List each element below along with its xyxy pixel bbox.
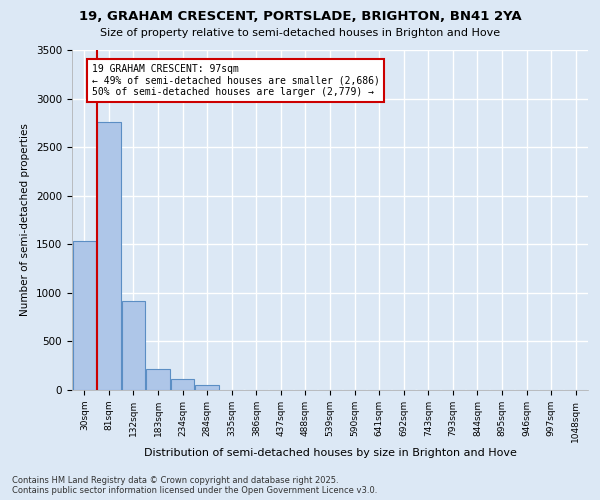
Bar <box>146 369 170 390</box>
Bar <box>73 242 96 390</box>
Bar <box>122 300 145 390</box>
Bar <box>171 379 194 390</box>
Y-axis label: Number of semi-detached properties: Number of semi-detached properties <box>20 124 31 316</box>
Text: 19, GRAHAM CRESCENT, PORTSLADE, BRIGHTON, BN41 2YA: 19, GRAHAM CRESCENT, PORTSLADE, BRIGHTON… <box>79 10 521 23</box>
Text: Distribution of semi-detached houses by size in Brighton and Hove: Distribution of semi-detached houses by … <box>143 448 517 458</box>
Bar <box>97 122 121 390</box>
Text: 19 GRAHAM CRESCENT: 97sqm
← 49% of semi-detached houses are smaller (2,686)
50% : 19 GRAHAM CRESCENT: 97sqm ← 49% of semi-… <box>92 64 380 97</box>
Text: Size of property relative to semi-detached houses in Brighton and Hove: Size of property relative to semi-detach… <box>100 28 500 38</box>
Text: Contains HM Land Registry data © Crown copyright and database right 2025.
Contai: Contains HM Land Registry data © Crown c… <box>12 476 377 495</box>
Bar <box>196 385 219 390</box>
